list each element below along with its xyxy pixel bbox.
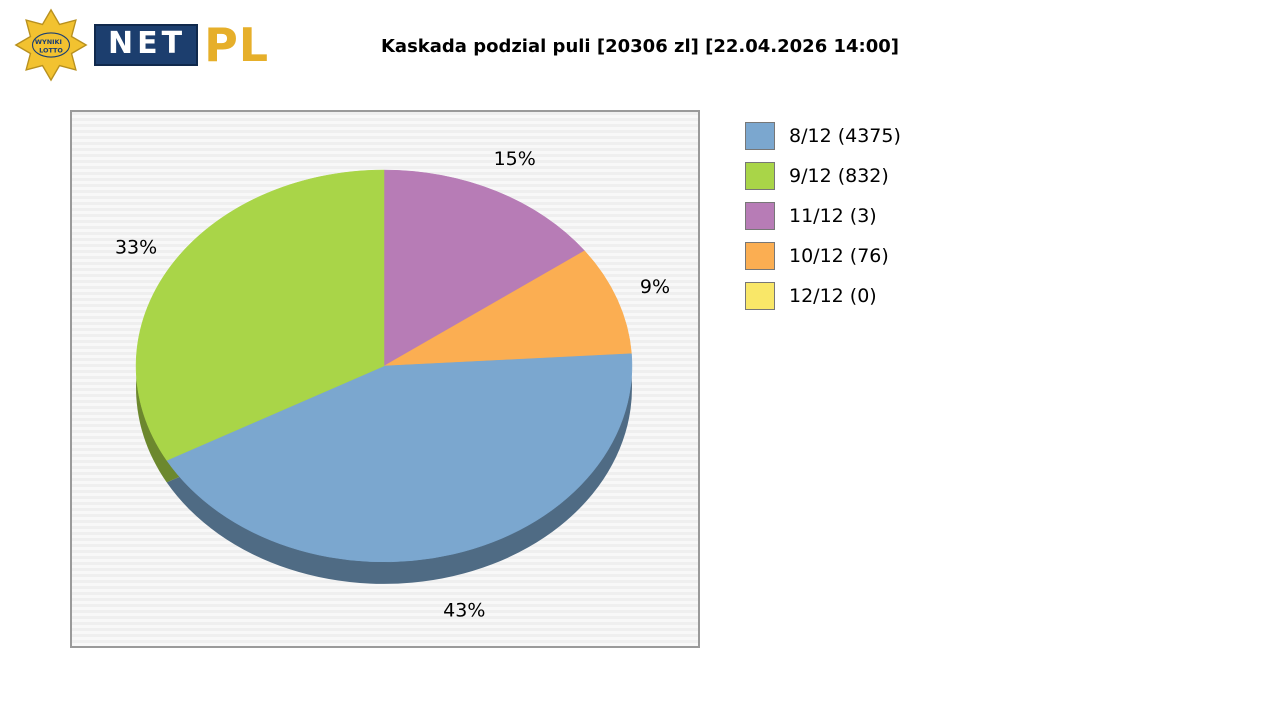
legend-label: 9/12 (832) <box>789 165 889 187</box>
legend-item: 8/12 (4375) <box>745 122 901 150</box>
star-text-line1: WYNIKI <box>35 38 62 46</box>
legend-label: 12/12 (0) <box>789 285 877 307</box>
legend-swatch <box>745 282 775 310</box>
logo-pl-text: PL <box>204 18 270 72</box>
legend-item: 10/12 (76) <box>745 242 901 270</box>
pie-slice <box>383 169 585 367</box>
slice-percent-label: 15% <box>494 148 536 170</box>
slice-percent-label: 43% <box>443 599 485 621</box>
pie-slice <box>166 353 633 563</box>
legend: 8/12 (4375) 9/12 (832) 11/12 (3) 10/12 (76)… <box>745 122 901 310</box>
logo-net-text: NET <box>94 24 199 66</box>
pie-slice <box>383 250 632 367</box>
lotto-star-icon: WYNIKI LOTTO <box>14 8 88 82</box>
legend-item: 11/12 (3) <box>745 202 901 230</box>
page-title: Kaskada podzial puli [20306 zl] [22.04.2… <box>380 36 900 57</box>
pie-chart-svg: 15% 9% 43% 33% <box>115 148 670 621</box>
legend-label: 8/12 (4375) <box>789 125 901 147</box>
pie-slice <box>135 169 385 461</box>
legend-swatch <box>745 242 775 270</box>
slice-percent-label: 33% <box>115 236 157 258</box>
legend-label: 10/12 (76) <box>789 245 889 267</box>
legend-item: 9/12 (832) <box>745 162 901 190</box>
site-logo[interactable]: WYNIKI LOTTO NET PL <box>14 8 269 82</box>
legend-label: 11/12 (3) <box>789 205 877 227</box>
legend-swatch <box>745 202 775 230</box>
star-text-line2: LOTTO <box>39 46 63 54</box>
legend-swatch <box>745 162 775 190</box>
svg-text:WYNIKI LOTTO: WYNIKI LOTTO <box>35 31 67 54</box>
chart-panel: 15% 9% 43% 33% <box>70 110 700 648</box>
legend-item: 12/12 (0) <box>745 282 901 310</box>
legend-swatch <box>745 122 775 150</box>
slice-percent-label: 9% <box>640 276 670 298</box>
